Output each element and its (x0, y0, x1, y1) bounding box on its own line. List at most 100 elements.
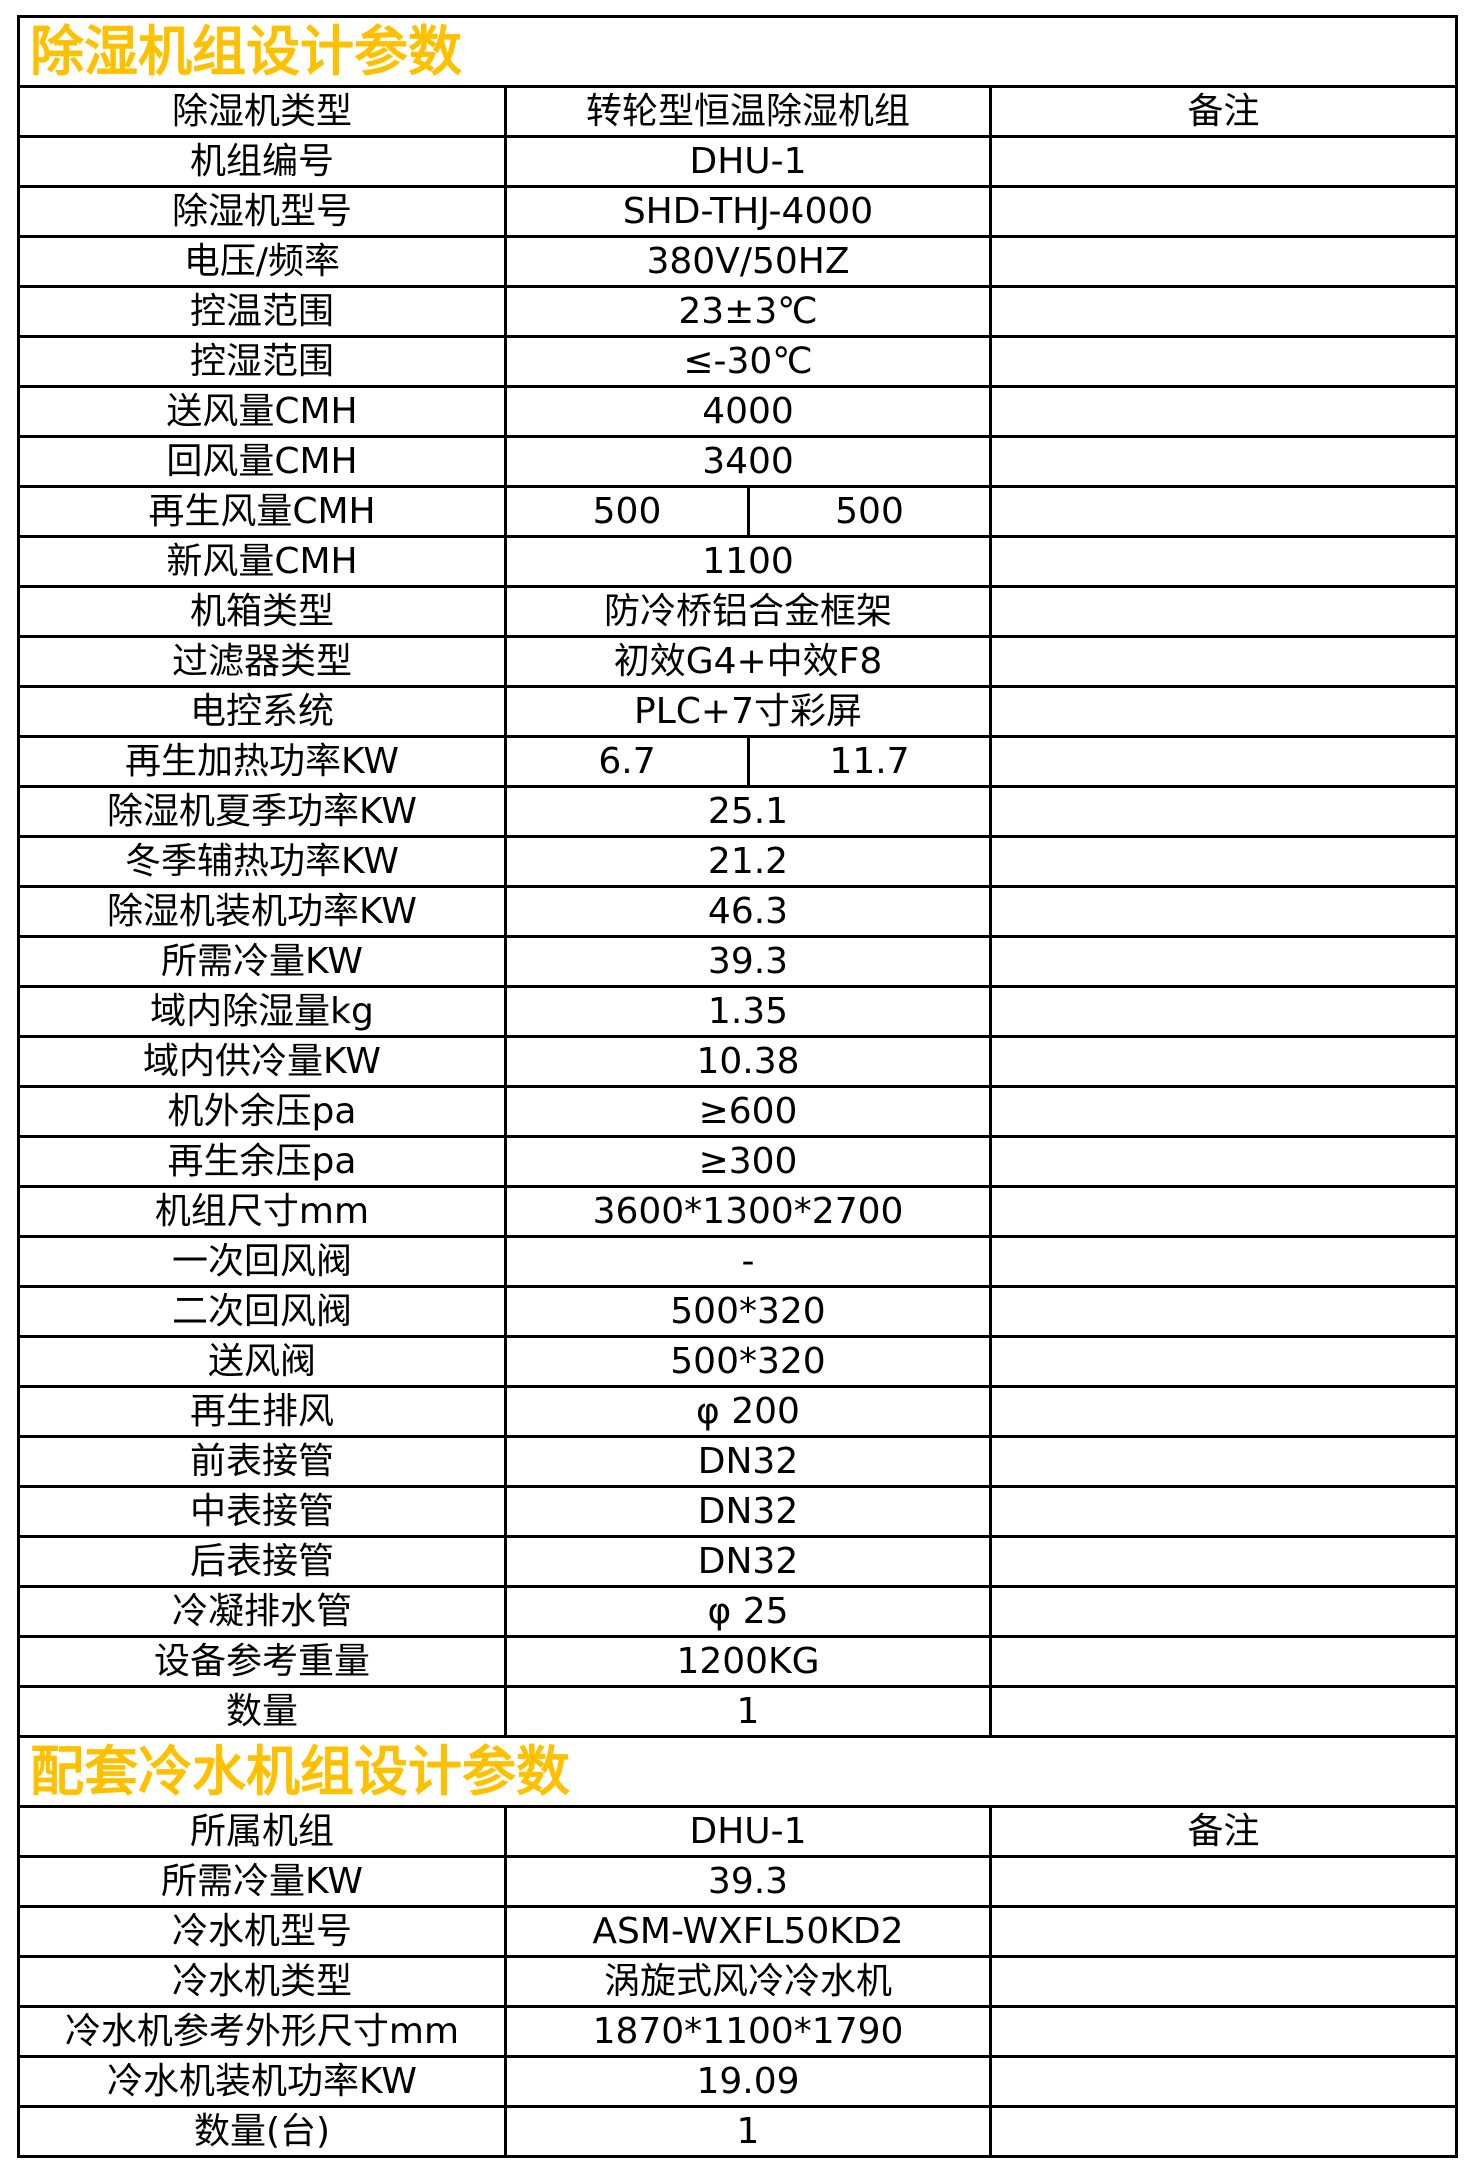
param-value: 1 (504, 1685, 992, 1738)
param-value: 500 (747, 485, 992, 538)
param-label: 除湿机类型 (17, 85, 507, 138)
table-row: 电控系统 PLC+7寸彩屏 (17, 685, 1458, 738)
param-value: 3600*1300*2700 (504, 1185, 992, 1238)
remark-cell (989, 585, 1458, 638)
param-label: 中表接管 (17, 1485, 507, 1538)
param-value: PLC+7寸彩屏 (504, 685, 992, 738)
param-value: 4000 (504, 385, 992, 438)
remark-cell (989, 2005, 1458, 2058)
param-label: 过滤器类型 (17, 635, 507, 688)
remark-cell (989, 385, 1458, 438)
section-title-row: 配套冷水机组设计参数 (17, 1735, 1458, 1808)
param-label: 再生加热功率KW (17, 735, 507, 788)
remark-cell (989, 1285, 1458, 1338)
table-row: 二次回风阀 500*320 (17, 1285, 1458, 1338)
table-row: 过滤器类型 初效G4+中效F8 (17, 635, 1458, 688)
param-label: 冷水机型号 (17, 1905, 507, 1958)
table-row: 回风量CMH 3400 (17, 435, 1458, 488)
param-value: 涡旋式风冷冷水机 (504, 1955, 992, 2008)
table-row: 除湿机类型 转轮型恒温除湿机组 备注 (17, 85, 1458, 138)
param-value: 1 (504, 2105, 992, 2158)
param-value: 3400 (504, 435, 992, 488)
table-row: 除湿机装机功率KW 46.3 (17, 885, 1458, 938)
param-value: 1870*1100*1790 (504, 2005, 992, 2058)
param-label: 送风阀 (17, 1335, 507, 1388)
remark-cell (989, 1955, 1458, 2008)
section-title-cell: 配套冷水机组设计参数 (17, 1735, 1458, 1808)
remark-cell (989, 1385, 1458, 1438)
remark-cell (989, 1855, 1458, 1908)
param-value: 11.7 (747, 735, 992, 788)
param-value: 21.2 (504, 835, 992, 888)
param-label: 域内供冷量KW (17, 1035, 507, 1088)
param-value: DN32 (504, 1535, 992, 1588)
table-row: 再生风量CMH 500 500 (17, 485, 1458, 538)
param-label: 再生余压pa (17, 1135, 507, 1188)
remark-cell (989, 2105, 1458, 2158)
remark-header: 备注 (989, 85, 1458, 138)
param-value: 500*320 (504, 1285, 992, 1338)
param-label: 一次回风阀 (17, 1235, 507, 1288)
param-label: 再生风量CMH (17, 485, 507, 538)
param-value: 23±3℃ (504, 285, 992, 338)
param-label: 二次回风阀 (17, 1285, 507, 1338)
spec-table: 除湿机组设计参数 除湿机类型 转轮型恒温除湿机组 备注 机组编号 DHU-1 除湿… (17, 15, 1458, 2158)
param-label: 域内除湿量kg (17, 985, 507, 1038)
section-title: 配套冷水机组设计参数 (30, 1739, 570, 1803)
param-value: 500 (504, 485, 750, 538)
param-value: 39.3 (504, 1855, 992, 1908)
param-label: 机组尺寸mm (17, 1185, 507, 1238)
remark-cell (989, 685, 1458, 738)
param-value: 初效G4+中效F8 (504, 635, 992, 688)
table-row: 新风量CMH 1100 (17, 535, 1458, 588)
param-value: 转轮型恒温除湿机组 (504, 85, 992, 138)
table-row: 数量(台) 1 (17, 2105, 1458, 2158)
remark-cell (989, 435, 1458, 488)
remark-cell (989, 935, 1458, 988)
table-row: 除湿机夏季功率KW 25.1 (17, 785, 1458, 838)
param-value: φ 25 (504, 1585, 992, 1638)
param-value: - (504, 1235, 992, 1288)
remark-cell (989, 185, 1458, 238)
remark-cell (989, 535, 1458, 588)
table-row: 前表接管 DN32 (17, 1435, 1458, 1488)
param-value: 46.3 (504, 885, 992, 938)
param-value: 25.1 (504, 785, 992, 838)
param-value: ≥600 (504, 1085, 992, 1138)
table-row: 一次回风阀 - (17, 1235, 1458, 1288)
table-row: 冬季辅热功率KW 21.2 (17, 835, 1458, 888)
remark-cell (989, 835, 1458, 888)
table-row: 数量 1 (17, 1685, 1458, 1738)
param-label: 数量 (17, 1685, 507, 1738)
remark-cell (989, 1185, 1458, 1238)
param-value: 10.38 (504, 1035, 992, 1088)
table-row: 控湿范围 ≤-30℃ (17, 335, 1458, 388)
remark-cell (989, 1335, 1458, 1388)
table-row: 再生排风 φ 200 (17, 1385, 1458, 1438)
table-row: 冷水机类型 涡旋式风冷冷水机 (17, 1955, 1458, 2008)
param-value: 500*320 (504, 1335, 992, 1388)
param-label: 机箱类型 (17, 585, 507, 638)
param-value: ≥300 (504, 1135, 992, 1188)
table-row: 域内除湿量kg 1.35 (17, 985, 1458, 1038)
param-label: 除湿机型号 (17, 185, 507, 238)
param-value: 防冷桥铝合金框架 (504, 585, 992, 638)
remark-cell (989, 1685, 1458, 1738)
table-row: 中表接管 DN32 (17, 1485, 1458, 1538)
table-row: 机组编号 DHU-1 (17, 135, 1458, 188)
param-label: 新风量CMH (17, 535, 507, 588)
param-value: 1100 (504, 535, 992, 588)
param-label: 除湿机装机功率KW (17, 885, 507, 938)
remark-cell (989, 235, 1458, 288)
param-label: 冷凝排水管 (17, 1585, 507, 1638)
param-label: 机外余压pa (17, 1085, 507, 1138)
param-label: 除湿机夏季功率KW (17, 785, 507, 838)
table-row: 送风阀 500*320 (17, 1335, 1458, 1388)
param-label: 电控系统 (17, 685, 507, 738)
param-label: 冬季辅热功率KW (17, 835, 507, 888)
remark-cell (989, 285, 1458, 338)
table-row: 设备参考重量 1200KG (17, 1635, 1458, 1688)
remark-header: 备注 (989, 1805, 1458, 1858)
param-label: 所属机组 (17, 1805, 507, 1858)
param-label: 冷水机类型 (17, 1955, 507, 2008)
